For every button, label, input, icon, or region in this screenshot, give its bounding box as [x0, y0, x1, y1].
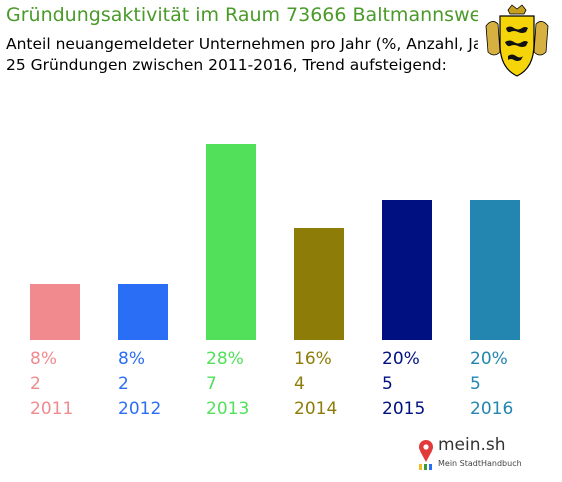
count-label-2013: 7 [206, 374, 217, 394]
bar-2012 [118, 284, 168, 340]
coat-of-arms-icon [478, 2, 556, 80]
mein-sh-logo[interactable]: mein.sh Mein StadtHandbuch [416, 432, 526, 476]
year-label-2016: 2016 [470, 399, 513, 419]
bar-2014 [294, 228, 344, 340]
percent-label-2015: 20% [382, 349, 420, 369]
percent-label-2013: 28% [206, 349, 244, 369]
logo-tagline: Mein StadtHandbuch [438, 459, 522, 468]
count-label-2011: 2 [30, 374, 41, 394]
chart-summary: 25 Gründungen zwischen 2011-2016, Trend … [6, 56, 447, 74]
year-label-2013: 2013 [206, 399, 249, 419]
percent-label-2012: 8% [118, 349, 145, 369]
percent-label-2016: 20% [470, 349, 508, 369]
count-label-2016: 5 [470, 374, 481, 394]
percent-label-2011: 8% [30, 349, 57, 369]
count-label-2012: 2 [118, 374, 129, 394]
year-label-2011: 2011 [30, 399, 73, 419]
bar-2011 [30, 284, 80, 340]
chart-title: Gründungsaktivität im Raum 73666 Baltman… [6, 4, 512, 26]
year-label-2012: 2012 [118, 399, 161, 419]
count-label-2015: 5 [382, 374, 393, 394]
bar-2015 [382, 200, 432, 340]
bar-2013 [206, 144, 256, 340]
year-label-2015: 2015 [382, 399, 425, 419]
percent-label-2014: 16% [294, 349, 332, 369]
year-label-2014: 2014 [294, 399, 337, 419]
logo-text: mein.sh [438, 435, 506, 455]
map-pin-icon [419, 440, 433, 470]
chart-subtitle: Anteil neuangemeldeter Unternehmen pro J… [6, 35, 505, 53]
count-label-2014: 4 [294, 374, 305, 394]
bar-2016 [470, 200, 520, 340]
